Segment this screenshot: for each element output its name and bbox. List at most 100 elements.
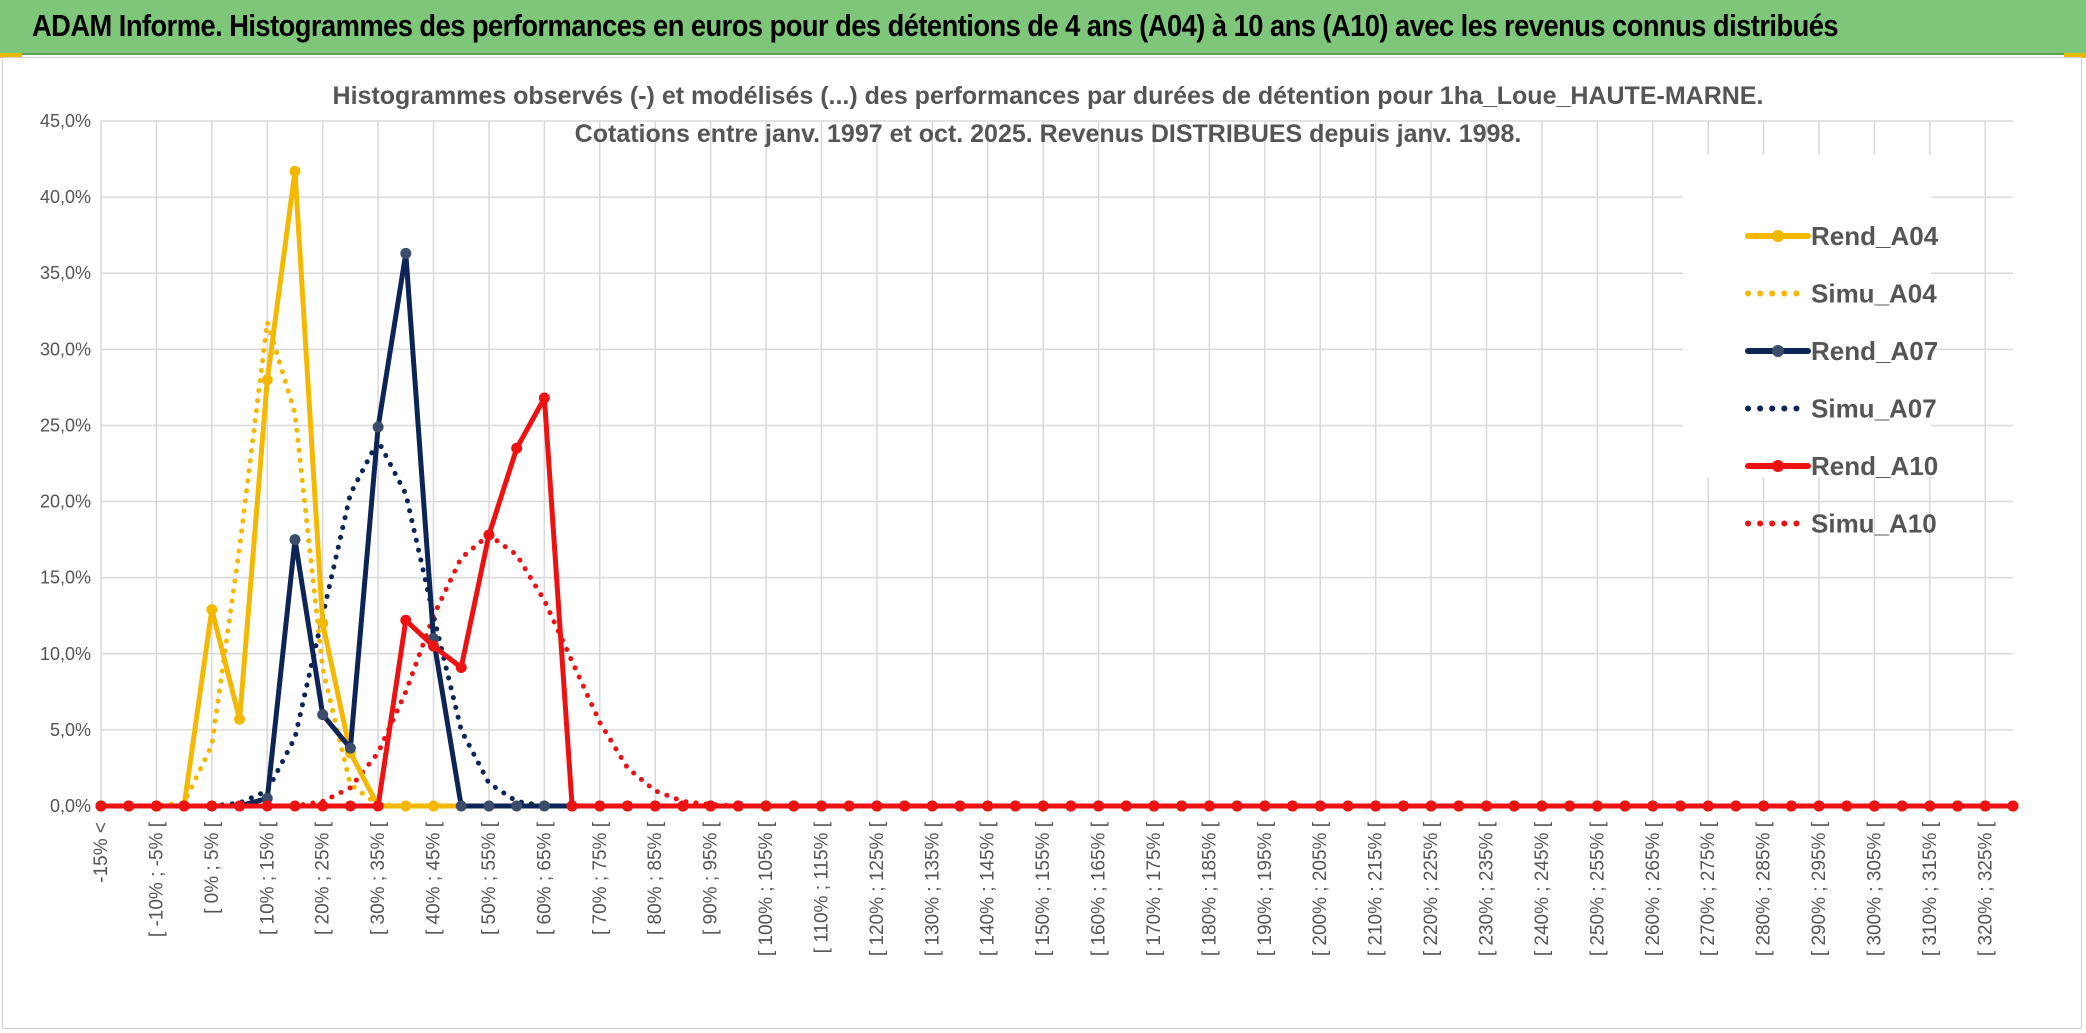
data-point (1259, 800, 1271, 812)
legend-marker (1772, 460, 1784, 472)
data-point (234, 713, 246, 725)
data-point (1674, 800, 1686, 812)
chart-frame: Histogrammes observés (-) et modélisés (… (2, 57, 2082, 1029)
header-bar: ADAM Informe. Histogrammes des performan… (0, 0, 2086, 55)
data-point (123, 800, 135, 812)
data-point (1148, 800, 1160, 812)
x-tick-label: [ 50% ; 55% [ (479, 821, 500, 935)
y-tick-label: 45,0% (40, 111, 91, 131)
data-point (1314, 800, 1326, 812)
data-point (483, 529, 495, 541)
data-point (261, 800, 273, 812)
x-tick-label: [ 0% ; 5% [ (202, 821, 223, 914)
data-point (1896, 800, 1908, 812)
x-tick-label: [ 150% ; 155% [ (1033, 821, 1054, 956)
data-point (1868, 800, 1880, 812)
data-point (1342, 800, 1354, 812)
x-tick-label: [ 300% ; 305% [ (1864, 821, 1885, 956)
data-point (511, 800, 523, 812)
x-tick-label: [ 90% ; 95% [ (701, 821, 722, 935)
data-point (1758, 800, 1770, 812)
data-point (289, 800, 301, 812)
data-point (317, 617, 329, 629)
x-tick-label: [ 240% ; 245% [ (1532, 821, 1553, 956)
data-point (372, 421, 384, 433)
data-point (594, 800, 606, 812)
y-axis-ticks: 0,0% 5,0% 10,0% 15,0% 20,0% 25,0% 30,0% 35,0% 40… (40, 111, 91, 816)
data-point (1065, 800, 1077, 812)
data-point (982, 800, 994, 812)
data-point (206, 800, 218, 812)
data-point (511, 442, 523, 454)
data-point (1231, 800, 1243, 812)
data-point (899, 800, 911, 812)
series-line-Simu_A10 (98, 532, 2016, 809)
data-point (428, 800, 440, 812)
series-line-Rend_A10 (98, 395, 2016, 809)
data-point (1481, 800, 1493, 812)
y-tick-label: 30,0% (40, 339, 91, 359)
y-tick-label: 20,0% (40, 492, 91, 512)
data-point (289, 534, 301, 546)
data-point (344, 742, 356, 754)
x-tick-label: [ 80% ; 85% [ (645, 821, 666, 935)
data-point (317, 709, 329, 721)
legend-item-Simu_A10: Simu_A10 (1745, 509, 1937, 539)
data-point (317, 800, 329, 812)
x-tick-label: [ 310% ; 315% [ (1920, 821, 1941, 956)
data-point (1093, 800, 1105, 812)
x-tick-label: [ 280% ; 285% [ (1754, 821, 1775, 956)
data-point (621, 800, 633, 812)
data-point (1287, 800, 1299, 812)
data-point (954, 800, 966, 812)
data-point (1508, 800, 1520, 812)
data-point (400, 247, 412, 259)
x-tick-label: [ 110% ; 115% [ (811, 821, 832, 953)
legend-item-Rend_A04: Rend_A04 (1745, 221, 1939, 251)
data-point (150, 800, 162, 812)
y-tick-label: 5,0% (50, 720, 91, 740)
x-tick-label: [ 140% ; 145% [ (978, 821, 999, 956)
x-tick-label: [ 290% ; 295% [ (1809, 821, 1830, 956)
legend-label: Rend_A04 (1811, 221, 1939, 251)
x-tick-label: [ 260% ; 265% [ (1643, 821, 1664, 956)
y-tick-label: 25,0% (40, 415, 91, 435)
legend-marker (1772, 345, 1784, 357)
data-point (1397, 800, 1409, 812)
data-point (1203, 800, 1215, 812)
y-tick-label: 10,0% (40, 644, 91, 664)
chart-title: Histogrammes observés (-) et modélisés (… (333, 82, 1764, 110)
data-point (1647, 800, 1659, 812)
chart-subtitle: Cotations entre janv. 1997 et oct. 2025.… (575, 120, 1522, 148)
data-point (1176, 800, 1188, 812)
x-tick-label: [ 230% ; 235% [ (1477, 821, 1498, 956)
data-point (732, 800, 744, 812)
data-point (1591, 800, 1603, 812)
y-tick-label: 0,0% (50, 796, 91, 816)
data-point (1453, 800, 1465, 812)
data-point (178, 800, 190, 812)
x-tick-label: [ 20% ; 25% [ (313, 821, 334, 935)
data-point (206, 604, 218, 616)
x-tick-label: [ -10% ; -5% [ (146, 821, 167, 937)
data-point (1952, 800, 1964, 812)
data-point (566, 800, 578, 812)
legend-item-Rend_A07: Rend_A07 (1745, 336, 1938, 366)
x-tick-label: [ 10% ; 15% [ (257, 821, 278, 935)
x-tick-label: [ 160% ; 165% [ (1089, 821, 1110, 956)
data-point (428, 640, 440, 652)
legend-label: Rend_A10 (1811, 451, 1938, 481)
data-point (1619, 800, 1631, 812)
x-tick-label: [ 180% ; 185% [ (1199, 821, 1220, 956)
x-tick-label: [ 70% ; 75% [ (590, 821, 611, 935)
legend-label: Simu_A04 (1811, 279, 1937, 309)
data-point (1120, 800, 1132, 812)
legend-item-Simu_A04: Simu_A04 (1745, 279, 1937, 309)
x-tick-label: -15% < (91, 822, 112, 883)
legend-label: Simu_A10 (1811, 509, 1937, 539)
x-tick-label: [ 190% ; 195% [ (1255, 821, 1276, 956)
data-point (400, 800, 412, 812)
data-point (1702, 800, 1714, 812)
data-point (1785, 800, 1797, 812)
corner-accent-left (0, 53, 22, 58)
